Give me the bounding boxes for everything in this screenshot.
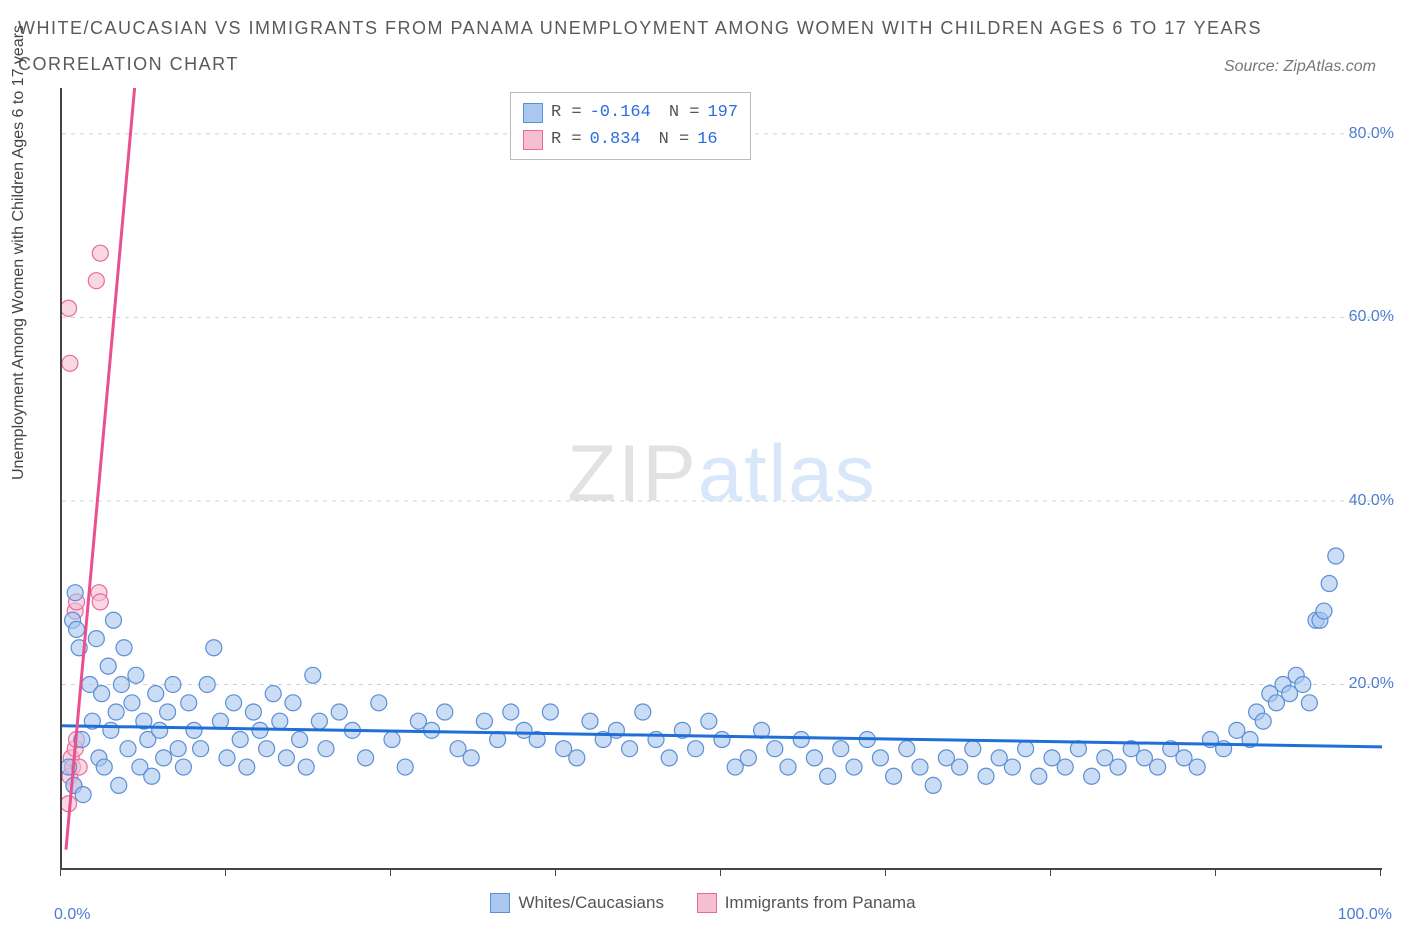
legend-item-blue: Whites/Caucasians bbox=[490, 893, 664, 913]
chart-svg bbox=[62, 88, 1382, 868]
swatch-pink-icon bbox=[523, 130, 543, 150]
x-axis-tick bbox=[60, 868, 61, 876]
legend-label: Whites/Caucasians bbox=[518, 893, 664, 913]
chart-title-line1: WHITE/CAUCASIAN VS IMMIGRANTS FROM PANAM… bbox=[18, 18, 1262, 39]
swatch-blue-icon bbox=[523, 103, 543, 123]
x-axis-tick bbox=[885, 868, 886, 876]
n-label: N = bbox=[659, 126, 690, 153]
x-axis-tick bbox=[555, 868, 556, 876]
legend-row-pink: R = 0.834 N = 16 bbox=[523, 126, 738, 153]
swatch-pink-icon bbox=[697, 893, 717, 913]
legend-row-blue: R = -0.164 N = 197 bbox=[523, 99, 738, 126]
plot-area: ZIPatlas bbox=[60, 88, 1382, 870]
chart-title-line2: CORRELATION CHART bbox=[18, 54, 239, 75]
r-label: R = bbox=[551, 126, 582, 153]
source-attribution: Source: ZipAtlas.com bbox=[1224, 58, 1376, 76]
r-label: R = bbox=[551, 99, 582, 126]
x-axis-tick bbox=[1380, 868, 1381, 876]
series-legend: Whites/Caucasians Immigrants from Panama bbox=[0, 893, 1406, 918]
x-axis-tick bbox=[1050, 868, 1051, 876]
x-axis-tick bbox=[1215, 868, 1216, 876]
n-value: 197 bbox=[707, 99, 738, 126]
x-axis-tick bbox=[225, 868, 226, 876]
x-axis-tick bbox=[720, 868, 721, 876]
n-label: N = bbox=[669, 99, 700, 126]
y-axis-label: Unemployment Among Women with Children A… bbox=[10, 25, 28, 480]
r-value: 0.834 bbox=[590, 126, 641, 153]
r-value: -0.164 bbox=[590, 99, 651, 126]
legend-label: Immigrants from Panama bbox=[725, 893, 916, 913]
correlation-legend: R = -0.164 N = 197 R = 0.834 N = 16 bbox=[510, 92, 751, 160]
legend-item-pink: Immigrants from Panama bbox=[697, 893, 916, 913]
x-axis-tick bbox=[390, 868, 391, 876]
n-value: 16 bbox=[697, 126, 717, 153]
swatch-blue-icon bbox=[490, 893, 510, 913]
